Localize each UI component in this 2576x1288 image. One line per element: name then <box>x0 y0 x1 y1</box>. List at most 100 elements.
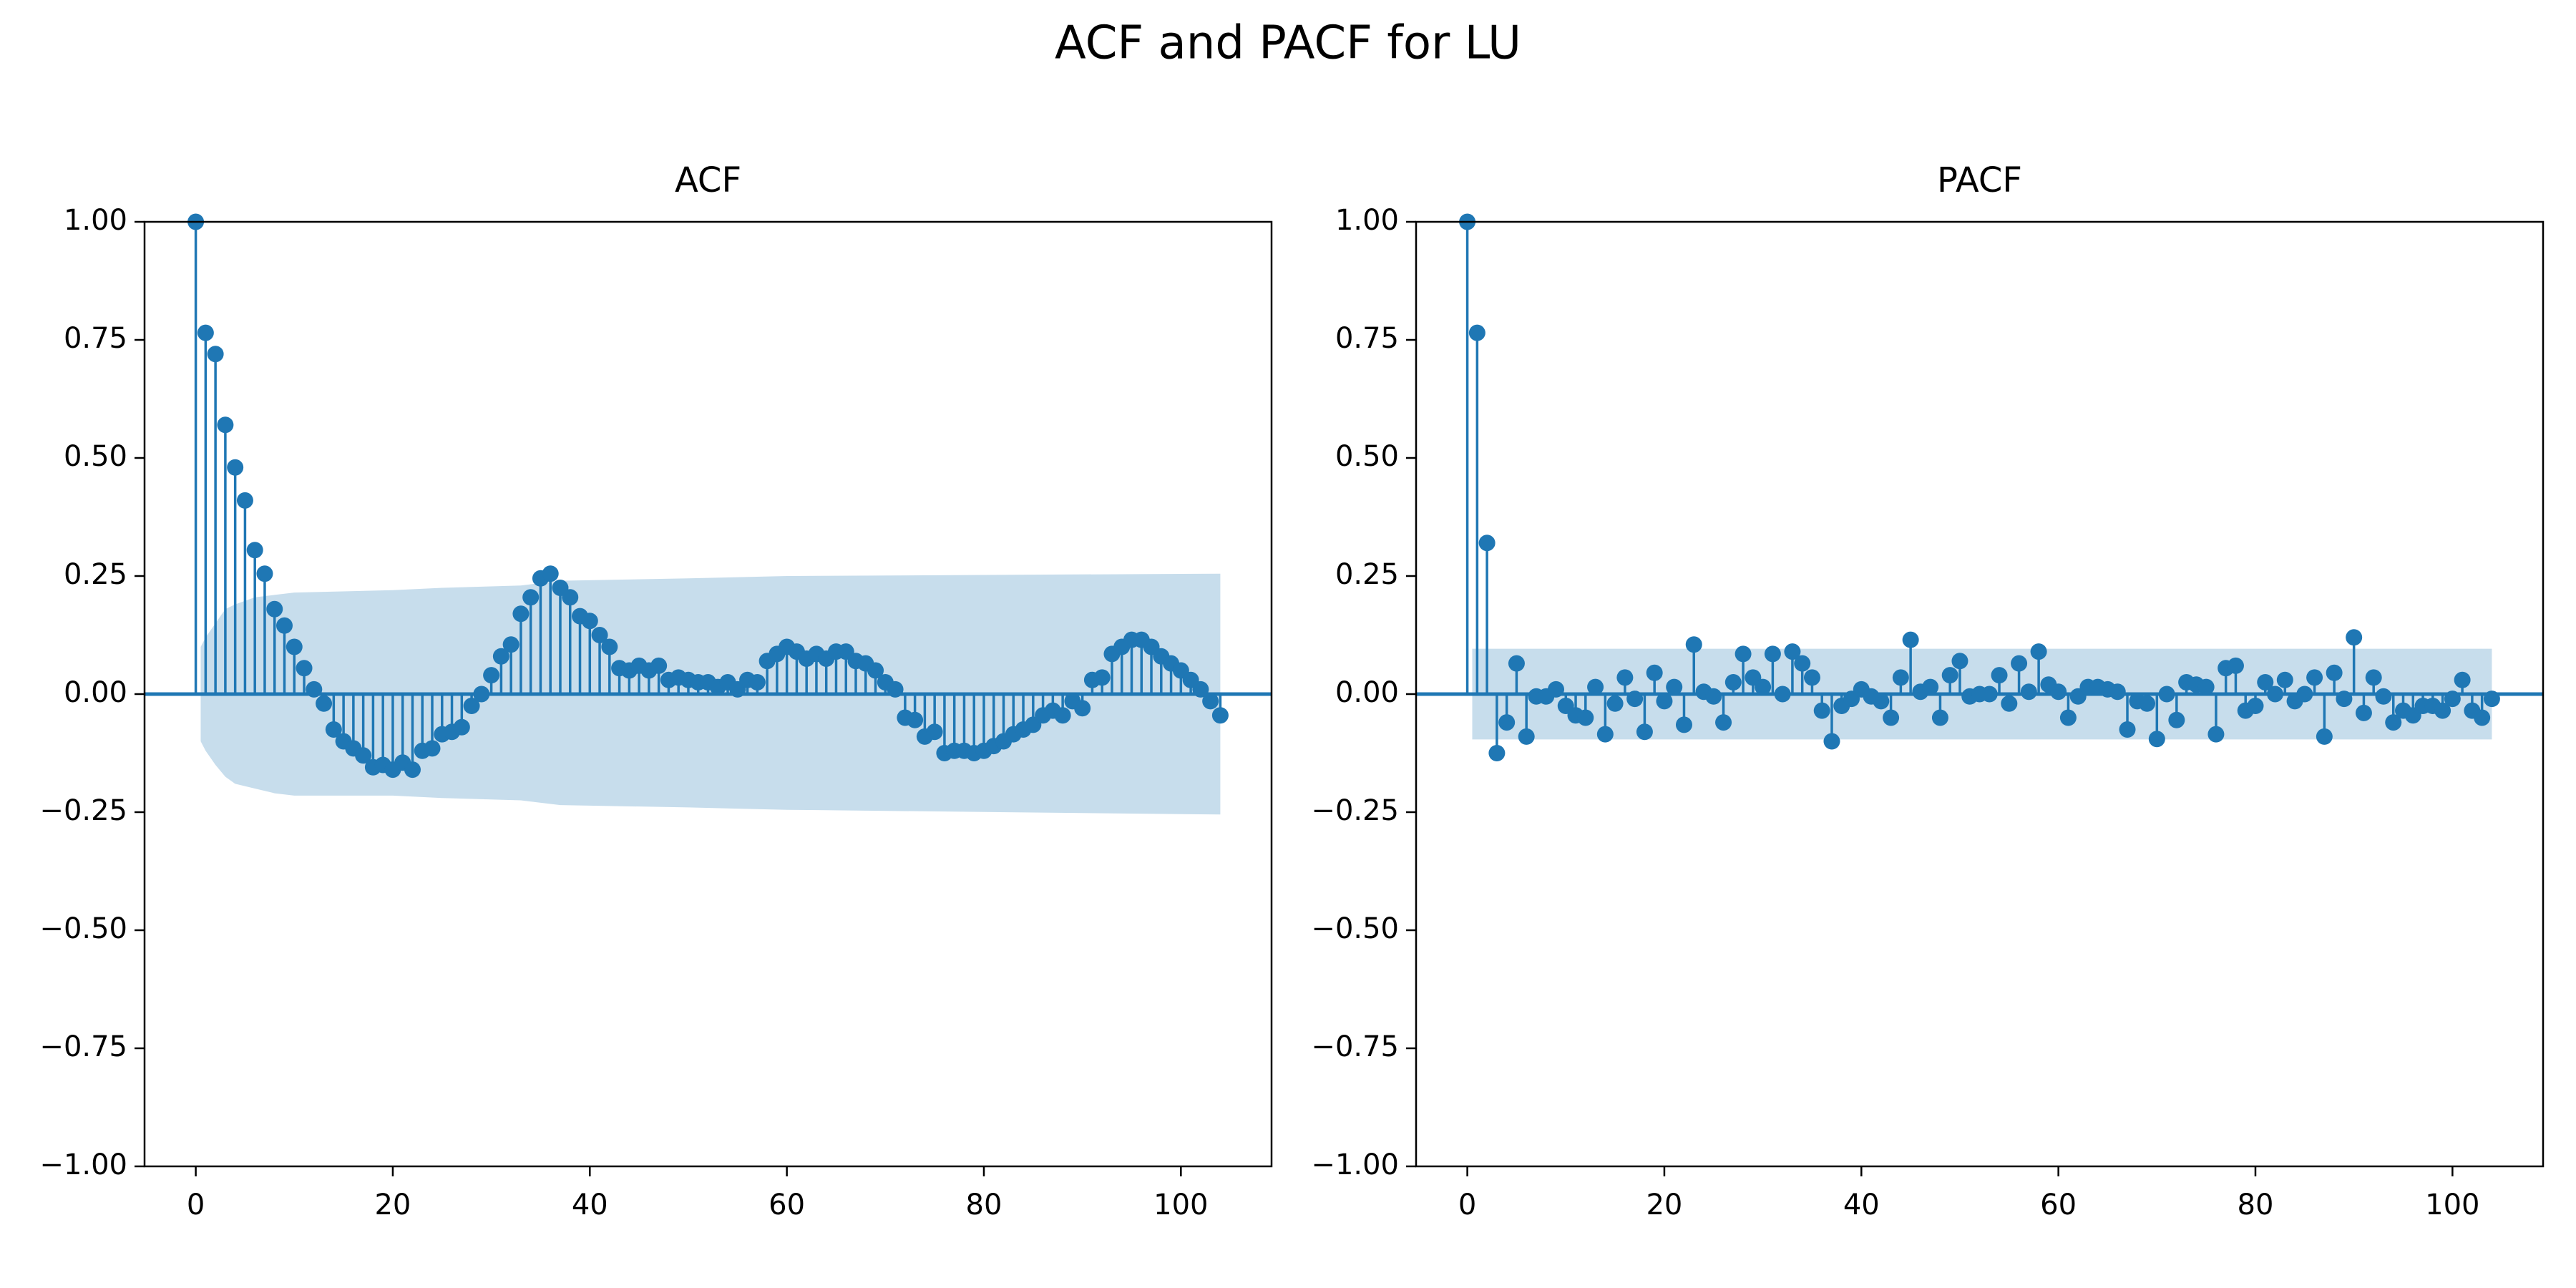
marker <box>2306 669 2323 686</box>
marker <box>473 686 490 703</box>
subplot-title: ACF <box>675 160 741 200</box>
marker <box>1892 669 1909 686</box>
marker <box>2030 643 2047 660</box>
marker <box>325 721 342 738</box>
marker <box>2139 695 2156 712</box>
marker <box>1626 691 1644 708</box>
marker <box>1705 688 1722 705</box>
marker <box>227 459 244 476</box>
subplot: ACF −1.00 −0.75 −0.50 −0.25 0.00 0.25 0.50 0.75 1… <box>39 160 1273 1221</box>
marker <box>1883 709 1900 726</box>
marker <box>1054 707 1071 724</box>
y-tick-label: 0.75 <box>64 322 127 355</box>
marker <box>1735 645 1752 663</box>
marker <box>601 638 618 655</box>
x-tick-label: 80 <box>2238 1189 2274 1221</box>
x-tick-label: 40 <box>572 1189 608 1221</box>
marker <box>1656 693 1673 710</box>
marker <box>1508 655 1525 672</box>
marker <box>1666 678 1683 696</box>
marker <box>1606 695 1624 712</box>
marker <box>256 565 273 582</box>
marker <box>355 747 372 764</box>
marker <box>266 600 283 618</box>
marker <box>502 636 519 653</box>
y-tick-label: 0.00 <box>64 676 127 709</box>
marker <box>2001 695 2018 712</box>
marker <box>1774 686 1791 703</box>
x-tick-label: 100 <box>1153 1189 1208 1221</box>
marker <box>1074 700 1091 717</box>
marker <box>2050 683 2067 701</box>
marker <box>1093 669 1111 686</box>
marker <box>1547 680 1564 698</box>
x-tick-label: 60 <box>2040 1189 2077 1221</box>
marker <box>1675 716 1692 733</box>
marker <box>2355 704 2372 721</box>
marker <box>1616 669 1634 686</box>
x-tick-label: 100 <box>2425 1189 2479 1221</box>
marker <box>1931 709 1948 726</box>
marker <box>1951 653 1968 670</box>
marker <box>1636 723 1653 741</box>
marker <box>522 589 540 606</box>
marker <box>2207 726 2225 743</box>
marker <box>492 648 509 665</box>
marker <box>275 617 293 634</box>
marker <box>1498 714 1516 731</box>
marker <box>2474 709 2491 726</box>
marker <box>1764 645 1781 663</box>
marker <box>1724 674 1742 691</box>
marker <box>1478 535 1496 552</box>
marker <box>1192 680 1209 698</box>
marker <box>2247 698 2264 714</box>
y-tick-label: 0.50 <box>1335 440 1399 473</box>
y-tick-label: 1.00 <box>64 204 127 237</box>
marker <box>2148 731 2165 748</box>
x-tick-label: 80 <box>966 1189 1002 1221</box>
marker <box>2365 669 2382 686</box>
marker <box>404 761 421 779</box>
marker <box>1202 693 1219 710</box>
marker <box>2168 711 2185 728</box>
marker <box>887 680 904 698</box>
subplot: PACF −1.00 −0.75 −0.50 −0.25 0.00 0.25 0.50 0.75… <box>1311 160 2545 1221</box>
marker <box>2276 671 2293 688</box>
marker <box>1981 686 1998 703</box>
y-tick-label: −0.75 <box>1311 1030 1399 1063</box>
subplot-title: PACF <box>1937 160 2022 200</box>
marker <box>2483 691 2500 708</box>
marker <box>2257 674 2274 691</box>
y-tick-label: 0.75 <box>1335 322 1399 355</box>
marker <box>2454 671 2471 688</box>
marker <box>591 627 608 643</box>
y-tick-label: −0.50 <box>39 912 127 945</box>
marker <box>207 346 224 363</box>
marker <box>1794 655 1811 672</box>
x-tick-label: 20 <box>1646 1189 1682 1221</box>
marker <box>581 613 598 630</box>
marker <box>2444 691 2461 708</box>
marker <box>306 680 323 698</box>
marker <box>1685 636 1702 653</box>
marker <box>1941 667 1958 684</box>
y-tick-label: 1.00 <box>1335 204 1399 237</box>
marker <box>748 674 766 691</box>
marker <box>907 711 924 728</box>
marker <box>1823 733 1840 750</box>
marker <box>453 718 470 736</box>
marker <box>2346 629 2363 646</box>
marker <box>1587 678 1604 696</box>
marker <box>2020 683 2037 701</box>
figure-title: ACF and PACF for LU <box>1055 17 1521 70</box>
y-tick-label: 0.00 <box>1335 676 1399 709</box>
marker <box>2227 657 2244 674</box>
x-tick-label: 20 <box>374 1189 411 1221</box>
marker <box>1715 714 1732 731</box>
marker <box>2267 686 2284 703</box>
marker <box>197 324 214 341</box>
marker <box>286 638 303 655</box>
marker <box>542 565 559 582</box>
x-tick-label: 40 <box>1843 1189 1880 1221</box>
